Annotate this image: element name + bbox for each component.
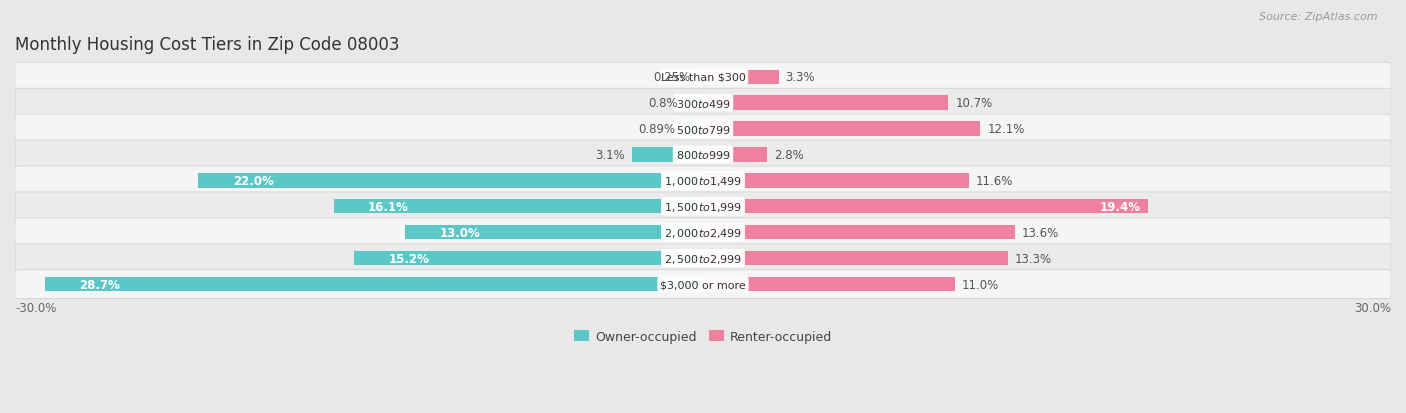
Bar [703, 122, 980, 136]
Text: 0.89%: 0.89% [638, 123, 676, 136]
Bar [45, 278, 703, 292]
FancyBboxPatch shape [15, 218, 1391, 247]
Bar [631, 148, 703, 162]
Text: 3.3%: 3.3% [786, 71, 815, 84]
Text: $2,000 to $2,499: $2,000 to $2,499 [664, 226, 742, 239]
Text: Monthly Housing Cost Tiers in Zip Code 08003: Monthly Housing Cost Tiers in Zip Code 0… [15, 36, 399, 54]
FancyBboxPatch shape [15, 244, 1391, 273]
Bar [703, 174, 969, 188]
Text: 11.0%: 11.0% [962, 278, 1000, 291]
FancyBboxPatch shape [15, 115, 1391, 144]
Text: 11.6%: 11.6% [976, 174, 1014, 188]
Text: 13.6%: 13.6% [1022, 226, 1059, 239]
Bar [703, 70, 779, 85]
Text: $300 to $499: $300 to $499 [675, 97, 731, 109]
Text: 16.1%: 16.1% [368, 200, 409, 214]
Text: 30.0%: 30.0% [1354, 301, 1391, 314]
Text: Less than $300: Less than $300 [661, 73, 745, 83]
Text: 3.1%: 3.1% [595, 149, 626, 161]
Bar [703, 278, 955, 292]
Text: Source: ZipAtlas.com: Source: ZipAtlas.com [1260, 12, 1378, 22]
Bar [703, 148, 768, 162]
Text: $1,500 to $1,999: $1,500 to $1,999 [664, 200, 742, 214]
Bar [703, 200, 1147, 214]
Bar [354, 252, 703, 266]
Text: $500 to $799: $500 to $799 [675, 123, 731, 135]
FancyBboxPatch shape [15, 89, 1391, 118]
FancyBboxPatch shape [15, 141, 1391, 169]
FancyBboxPatch shape [15, 166, 1391, 195]
Bar [198, 174, 703, 188]
Text: 15.2%: 15.2% [389, 252, 430, 265]
Bar [405, 225, 703, 240]
Text: $2,500 to $2,999: $2,500 to $2,999 [664, 252, 742, 265]
Text: 28.7%: 28.7% [79, 278, 120, 291]
Legend: Owner-occupied, Renter-occupied: Owner-occupied, Renter-occupied [568, 325, 838, 348]
FancyBboxPatch shape [15, 63, 1391, 92]
Text: $1,000 to $1,499: $1,000 to $1,499 [664, 174, 742, 188]
Text: 13.3%: 13.3% [1015, 252, 1052, 265]
Text: 22.0%: 22.0% [233, 174, 274, 188]
Text: 2.8%: 2.8% [775, 149, 804, 161]
Text: $3,000 or more: $3,000 or more [661, 280, 745, 290]
Text: $800 to $999: $800 to $999 [675, 149, 731, 161]
Bar [697, 70, 703, 85]
Text: 19.4%: 19.4% [1099, 200, 1142, 214]
Text: 0.25%: 0.25% [654, 71, 690, 84]
Bar [682, 122, 703, 136]
Text: -30.0%: -30.0% [15, 301, 56, 314]
Text: 0.8%: 0.8% [648, 97, 678, 110]
FancyBboxPatch shape [15, 192, 1391, 221]
Text: 13.0%: 13.0% [439, 226, 479, 239]
Text: 12.1%: 12.1% [987, 123, 1025, 136]
Bar [703, 252, 1008, 266]
Bar [333, 200, 703, 214]
Bar [685, 96, 703, 110]
Bar [703, 96, 949, 110]
FancyBboxPatch shape [15, 270, 1391, 299]
Bar [703, 225, 1015, 240]
Text: 10.7%: 10.7% [955, 97, 993, 110]
